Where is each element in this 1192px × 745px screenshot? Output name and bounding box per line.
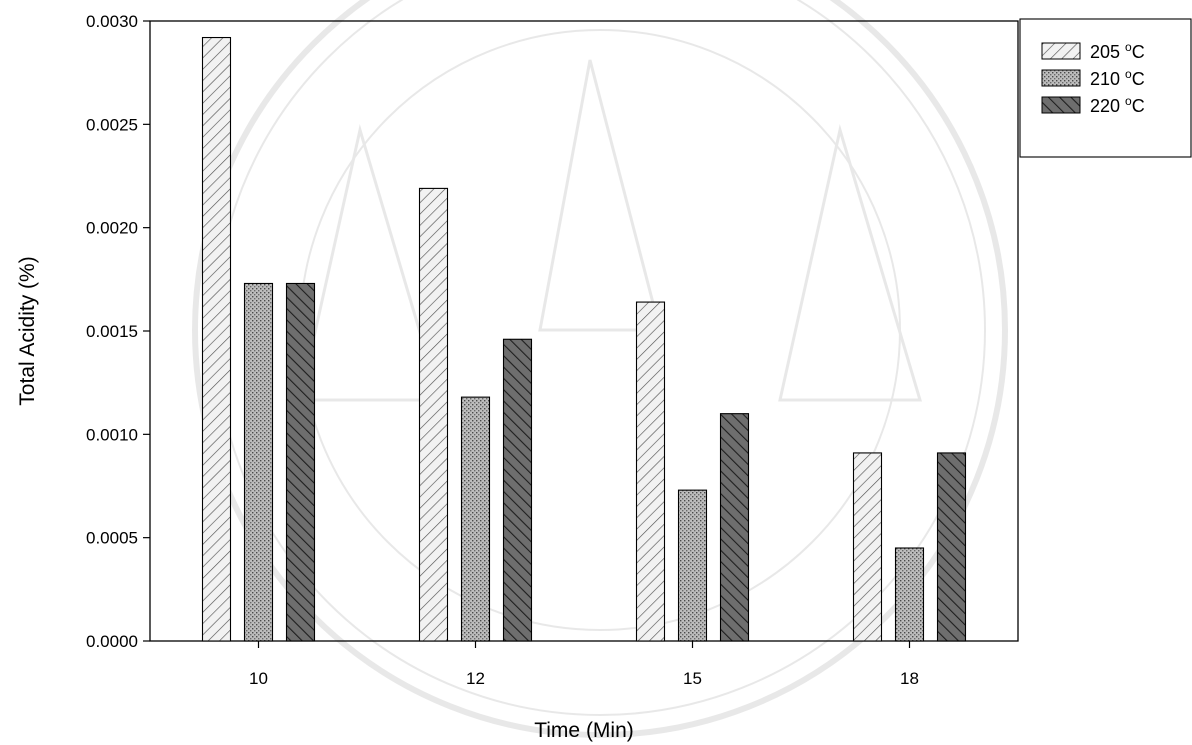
bar-205-10 bbox=[201, 36, 232, 642]
plot-area: 0.0000 0.0005 0.0010 0.0015 0.0020 0.0025 0.00… bbox=[16, 12, 1019, 742]
legend-swatch-210 bbox=[1041, 69, 1081, 87]
bar-205-12 bbox=[418, 187, 449, 642]
y-tick-label: 0.0020 bbox=[86, 219, 138, 238]
y-tick-label: 0.0030 bbox=[86, 12, 138, 31]
y-tick-label: 0.0000 bbox=[86, 632, 138, 651]
legend-swatch-220 bbox=[1041, 96, 1081, 114]
y-tick-label: 0.0015 bbox=[86, 322, 138, 341]
legend: 205 oC 210 oC 220 oC bbox=[1019, 18, 1192, 158]
bar-205-18 bbox=[852, 452, 883, 642]
x-tick-label: 15 bbox=[683, 669, 702, 688]
legend-label-210: 210 oC bbox=[1090, 67, 1145, 89]
y-tick-label: 0.0010 bbox=[86, 425, 138, 444]
bar-205-15 bbox=[635, 301, 666, 642]
y-tick-label: 0.0005 bbox=[86, 529, 138, 548]
bar-210-10 bbox=[243, 282, 274, 642]
x-tick-label: 10 bbox=[249, 669, 268, 688]
watermark-seal bbox=[192, 0, 1008, 738]
bar-220-12 bbox=[502, 338, 533, 642]
x-tick-label: 18 bbox=[900, 669, 919, 688]
bar-210-12 bbox=[460, 396, 491, 642]
bar-210-15 bbox=[677, 489, 708, 642]
x-axis-title: Time (Min) bbox=[534, 719, 634, 742]
bar-220-15 bbox=[719, 413, 750, 642]
legend-label-220: 220 oC bbox=[1090, 94, 1145, 116]
y-axis-title: Total Acidity (%) bbox=[16, 256, 39, 405]
legend-label-205: 205 oC bbox=[1090, 40, 1145, 62]
y-tick-label: 0.0025 bbox=[86, 115, 138, 134]
legend-swatch-205 bbox=[1041, 42, 1081, 60]
bar-220-10 bbox=[285, 282, 316, 642]
legend-box bbox=[1019, 18, 1192, 158]
bar-210-18 bbox=[894, 547, 925, 642]
bar-220-18 bbox=[936, 452, 967, 642]
x-tick-label: 12 bbox=[466, 669, 485, 688]
